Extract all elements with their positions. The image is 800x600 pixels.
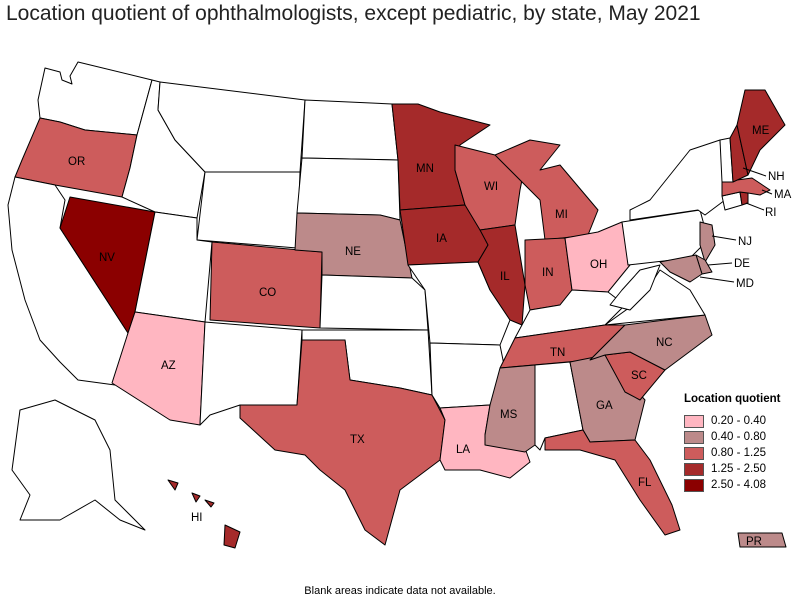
label-ri: RI xyxy=(765,207,777,219)
label-fl: FL xyxy=(638,477,652,489)
legend-item: 0.40 - 0.80 xyxy=(684,429,780,445)
state-ca[interactable] xyxy=(7,176,129,386)
label-hi: HI xyxy=(191,512,203,524)
legend-swatch xyxy=(684,414,704,428)
label-nc: NC xyxy=(656,337,673,349)
label-ma: MA xyxy=(774,189,792,201)
legend-label: 1.25 - 2.50 xyxy=(711,463,766,475)
label-wi: WI xyxy=(484,181,498,193)
label-co: CO xyxy=(259,287,276,299)
label-me: ME xyxy=(752,125,770,137)
label-leader-lines xyxy=(699,167,773,283)
legend-swatch xyxy=(684,462,704,476)
data-availability-note: Blank areas indicate data not available. xyxy=(304,585,496,597)
label-de: DE xyxy=(734,258,750,270)
state-il[interactable] xyxy=(477,224,526,326)
label-la: LA xyxy=(456,444,470,456)
label-nj: NJ xyxy=(738,236,752,248)
label-tx: TX xyxy=(350,434,365,446)
state-wv[interactable] xyxy=(609,264,661,311)
state-ma[interactable] xyxy=(721,177,771,197)
legend-label: 0.40 - 0.80 xyxy=(711,431,766,443)
legend-label: 2.50 - 4.08 xyxy=(711,479,766,491)
state-me[interactable] xyxy=(736,89,786,176)
label-ne: NE xyxy=(345,246,361,258)
state-fl[interactable] xyxy=(544,429,681,536)
state-co[interactable] xyxy=(209,241,323,329)
label-pr: PR xyxy=(746,536,762,548)
state-ak[interactable] xyxy=(11,399,146,531)
state-pr[interactable] xyxy=(737,532,787,548)
label-nh: NH xyxy=(768,171,785,183)
state-nc[interactable] xyxy=(589,314,713,371)
legend-swatch xyxy=(684,430,704,444)
label-mi: MI xyxy=(555,209,568,221)
map-legend: Location quotient 0.20 - 0.40 0.40 - 0.8… xyxy=(684,393,780,493)
label-ia: IA xyxy=(436,233,447,245)
state-ny[interactable] xyxy=(629,139,726,221)
map-title: Location quotient of ophthalmologists, e… xyxy=(6,2,701,25)
state-nj[interactable] xyxy=(699,221,716,263)
label-mn: MN xyxy=(416,163,434,175)
legend-swatch xyxy=(684,446,704,460)
state-hi[interactable] xyxy=(167,479,241,549)
state-ks[interactable] xyxy=(319,274,429,331)
legend-label: 0.80 - 1.25 xyxy=(711,447,766,459)
legend-title: Location quotient xyxy=(684,393,781,405)
label-az: AZ xyxy=(161,360,176,372)
legend-swatch xyxy=(684,478,704,492)
label-tn: TN xyxy=(550,347,565,359)
label-il: IL xyxy=(500,271,510,283)
state-md[interactable] xyxy=(659,254,703,283)
label-ga: GA xyxy=(596,400,613,412)
state-tx[interactable] xyxy=(239,339,446,546)
legend-item: 0.20 - 0.40 xyxy=(684,413,780,429)
label-nv: NV xyxy=(99,252,115,264)
legend-item: 0.80 - 1.25 xyxy=(684,445,780,461)
state-wy[interactable] xyxy=(196,171,301,249)
label-or: OR xyxy=(68,156,85,168)
state-mi[interactable] xyxy=(494,139,599,241)
state-nd[interactable] xyxy=(301,99,399,161)
label-sc: SC xyxy=(631,370,647,382)
state-sd[interactable] xyxy=(296,157,401,221)
label-oh: OH xyxy=(590,259,607,271)
label-ms: MS xyxy=(500,409,518,421)
label-in: IN xyxy=(542,267,554,279)
legend-item: 2.50 - 4.08 xyxy=(684,477,780,493)
label-md: MD xyxy=(736,278,754,290)
legend-label: 0.20 - 0.40 xyxy=(711,415,766,427)
legend-item: 1.25 - 2.50 xyxy=(684,461,780,477)
